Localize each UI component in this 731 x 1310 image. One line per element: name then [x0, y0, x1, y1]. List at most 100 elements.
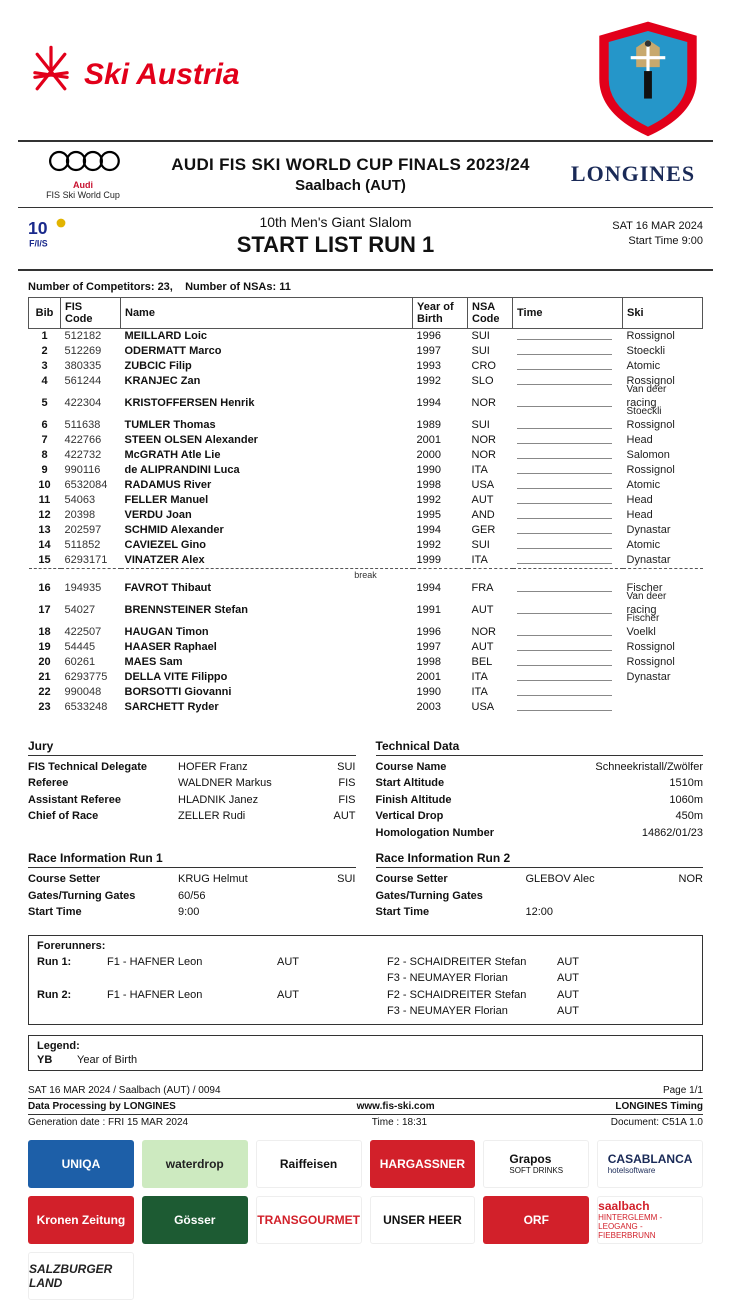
cell-fis-code: 512182 — [61, 328, 121, 344]
location-title: Saalbach (AUT) — [138, 177, 563, 194]
audi-sub-label: Audi FIS Ski World Cup — [28, 181, 138, 201]
time-input-line[interactable] — [517, 539, 612, 549]
time-input-line[interactable] — [517, 509, 612, 519]
cell-time[interactable] — [513, 581, 623, 603]
cell-bib: 8 — [29, 448, 61, 463]
time-input-line[interactable] — [517, 494, 612, 504]
cell-name: HAUGAN Timon — [121, 625, 413, 640]
time-input-line[interactable] — [517, 434, 612, 444]
table-row: 7 422766 STEEN OLSEN Alexander 2001 NOR … — [29, 433, 703, 448]
forerunner-run2-row-cont: F3 - NEUMAYER Florian AUT — [37, 1003, 694, 1020]
time-input-line[interactable] — [517, 641, 612, 651]
cell-yob: 1989 — [413, 418, 468, 433]
cell-name: ZUBCIC Filip — [121, 359, 413, 374]
table-row: 21 6293775 DELLA VITE Filippo 2001 ITA D… — [29, 670, 703, 685]
cell-time[interactable] — [513, 508, 623, 523]
time-input-line[interactable] — [517, 419, 612, 429]
cell-nsa: USA — [468, 700, 513, 715]
cell-time[interactable] — [513, 523, 623, 538]
time-input-line[interactable] — [517, 345, 612, 355]
cell-yob: 1996 — [413, 625, 468, 640]
time-input-line[interactable] — [517, 604, 612, 614]
cell-time[interactable] — [513, 670, 623, 685]
cell-fis-code: 511638 — [61, 418, 121, 433]
cell-time[interactable] — [513, 603, 623, 625]
jury-row: Assistant Referee HLADNIK Janez FIS — [28, 792, 356, 809]
cell-time[interactable] — [513, 538, 623, 553]
cell-time[interactable] — [513, 685, 623, 700]
time-input-line[interactable] — [517, 656, 612, 666]
cell-yob: 2001 — [413, 433, 468, 448]
cell-name: SCHMID Alexander — [121, 523, 413, 538]
table-row: 13 202597 SCHMID Alexander 1994 GER Dyna… — [29, 523, 703, 538]
cell-time[interactable] — [513, 553, 623, 569]
cell-bib: 1 — [29, 328, 61, 344]
cell-time[interactable] — [513, 448, 623, 463]
cell-time[interactable] — [513, 374, 623, 396]
sponsor-logo-waterdrop: waterdrop — [142, 1140, 248, 1188]
cell-fis-code: 6293775 — [61, 670, 121, 685]
cell-time[interactable] — [513, 493, 623, 508]
cell-yob: 1992 — [413, 374, 468, 396]
cell-nsa: ITA — [468, 685, 513, 700]
cell-yob: 1992 — [413, 493, 468, 508]
time-input-line[interactable] — [517, 671, 612, 681]
cell-ski: Stoeckli — [623, 344, 703, 359]
cell-name: RADAMUS River — [121, 478, 413, 493]
cell-time[interactable] — [513, 396, 623, 418]
time-input-line[interactable] — [517, 524, 612, 534]
main-title-block: AUDI FIS SKI WORLD CUP FINALS 2023/24 Sa… — [138, 155, 563, 194]
cell-ski: Rossignol — [623, 418, 703, 433]
cell-fis-code: 990116 — [61, 463, 121, 478]
ski-austria-label: Ski Austria — [84, 58, 240, 92]
cell-nsa: AND — [468, 508, 513, 523]
time-input-line[interactable] — [517, 449, 612, 459]
cell-nsa: FRA — [468, 581, 513, 603]
jury-technical-row: Jury FIS Technical Delegate HOFER Franz SU… — [28, 739, 703, 852]
time-input-line[interactable] — [517, 330, 612, 340]
time-input-line[interactable] — [517, 626, 612, 636]
cell-time[interactable] — [513, 655, 623, 670]
time-input-line[interactable] — [517, 582, 612, 592]
time-input-line[interactable] — [517, 464, 612, 474]
table-row: 5 422304 KRISTOFFERSEN Henrik 1994 NOR r… — [29, 396, 703, 418]
cell-time[interactable] — [513, 478, 623, 493]
cell-time[interactable] — [513, 433, 623, 448]
cell-time[interactable] — [513, 463, 623, 478]
cell-bib: 7 — [29, 433, 61, 448]
sponsor-logo-g-sser: Gösser — [142, 1196, 248, 1244]
cell-time[interactable] — [513, 640, 623, 655]
race-info-row: Start Time 12:00 — [376, 904, 704, 921]
cell-time[interactable] — [513, 328, 623, 344]
table-row: 14 511852 CAVIEZEL Gino 1992 SUI Atomic — [29, 538, 703, 553]
cell-time[interactable] — [513, 700, 623, 715]
time-input-line[interactable] — [517, 360, 612, 370]
technical-data-rows: Course Name Schneekristall/Zwölfer Start A… — [376, 759, 704, 842]
logo-row: Ski Austria — [18, 14, 713, 140]
time-input-line[interactable] — [517, 479, 612, 489]
cell-time[interactable] — [513, 625, 623, 640]
cell-fis-code: 380335 — [61, 359, 121, 374]
race-info-row: Course Setter GLEBOV Alec NOR — [376, 871, 704, 888]
cell-fis-code: 60261 — [61, 655, 121, 670]
footer-line2: Data Processing by LONGINES www.fis-ski.… — [28, 1098, 703, 1115]
time-input-line[interactable] — [517, 554, 612, 564]
time-input-line[interactable] — [517, 701, 612, 711]
sponsor-logo-uniqa: UNIQA — [28, 1140, 134, 1188]
race-info-row: Gates/Turning Gates — [376, 888, 704, 905]
col-header-time: Time — [513, 297, 623, 328]
time-input-line[interactable] — [517, 397, 612, 407]
race-info-run1-box: Race Information Run 1 Course Setter KRUG… — [28, 851, 356, 921]
title-bar: Audi FIS Ski World Cup AUDI FIS SKI WORL… — [18, 140, 713, 208]
time-input-line[interactable] — [517, 686, 612, 696]
cell-yob: 1994 — [413, 523, 468, 538]
cell-nsa: ITA — [468, 463, 513, 478]
cell-ski: Salomon — [623, 448, 703, 463]
footer-line3: Generation date : FRI 15 MAR 2024 Time :… — [28, 1115, 703, 1130]
cell-time[interactable] — [513, 359, 623, 374]
cell-time[interactable] — [513, 344, 623, 359]
cell-fis-code: 6533248 — [61, 700, 121, 715]
time-input-line[interactable] — [517, 375, 612, 385]
cell-fis-code: 54027 — [61, 603, 121, 625]
cell-time[interactable] — [513, 418, 623, 433]
